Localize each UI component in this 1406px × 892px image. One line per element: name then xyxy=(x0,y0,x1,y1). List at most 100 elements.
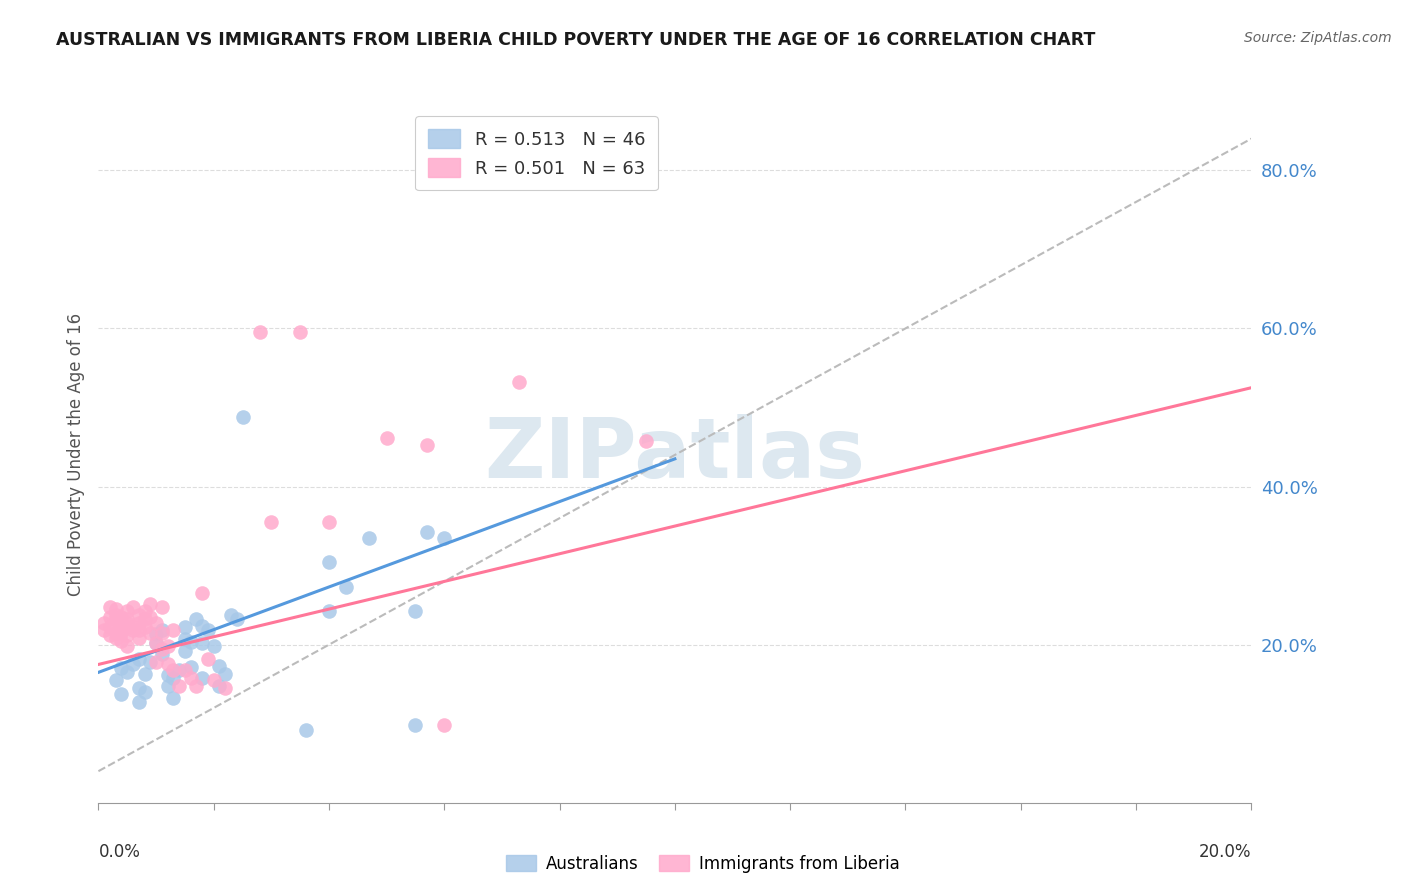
Point xyxy=(359,531,381,545)
Point xyxy=(318,604,340,618)
Point xyxy=(93,624,115,638)
Point xyxy=(117,665,138,680)
Point xyxy=(128,632,150,646)
Point xyxy=(128,615,150,630)
Point xyxy=(134,612,156,626)
Point xyxy=(156,667,179,681)
Point xyxy=(162,663,184,677)
Point xyxy=(167,663,190,677)
Text: ZIPatlas: ZIPatlas xyxy=(485,415,865,495)
Point xyxy=(134,685,156,699)
Point xyxy=(98,610,121,624)
Point xyxy=(128,695,150,709)
Point xyxy=(128,652,150,666)
Point xyxy=(122,624,145,638)
Point xyxy=(231,409,254,424)
Point xyxy=(191,586,214,600)
Point xyxy=(134,620,156,634)
Point xyxy=(117,639,138,653)
Point xyxy=(104,607,127,622)
Point xyxy=(214,681,236,695)
Point xyxy=(202,673,225,688)
Point xyxy=(150,625,173,640)
Point xyxy=(186,611,208,625)
Point xyxy=(186,679,208,693)
Point xyxy=(508,375,530,389)
Point xyxy=(174,644,197,658)
Point xyxy=(104,625,127,640)
Point xyxy=(214,667,236,681)
Point xyxy=(110,625,132,640)
Point xyxy=(145,636,167,650)
Point xyxy=(180,671,202,685)
Point xyxy=(117,628,138,642)
Point xyxy=(219,607,242,622)
Point xyxy=(122,599,145,614)
Point xyxy=(145,627,167,641)
Text: AUSTRALIAN VS IMMIGRANTS FROM LIBERIA CHILD POVERTY UNDER THE AGE OF 16 CORRELAT: AUSTRALIAN VS IMMIGRANTS FROM LIBERIA CH… xyxy=(56,31,1095,49)
Point xyxy=(150,641,173,656)
Point xyxy=(174,663,197,677)
Point xyxy=(156,679,179,693)
Point xyxy=(174,632,197,647)
Point xyxy=(117,615,138,630)
Point xyxy=(208,659,231,673)
Point xyxy=(191,671,214,685)
Point xyxy=(93,615,115,630)
Point xyxy=(122,620,145,634)
Point xyxy=(416,438,439,452)
Point xyxy=(122,657,145,672)
Point xyxy=(162,690,184,705)
Point xyxy=(117,605,138,619)
Point xyxy=(117,620,138,634)
Point xyxy=(139,625,162,640)
Point xyxy=(104,602,127,616)
Point xyxy=(335,580,357,594)
Point xyxy=(318,515,340,529)
Point xyxy=(225,612,247,626)
Point xyxy=(145,636,167,650)
Point xyxy=(145,655,167,669)
Point xyxy=(134,667,156,681)
Point xyxy=(110,624,132,638)
Point xyxy=(162,624,184,638)
Point xyxy=(98,599,121,614)
Point xyxy=(156,657,179,672)
Point xyxy=(180,660,202,674)
Point xyxy=(191,636,214,650)
Point xyxy=(636,434,658,448)
Point xyxy=(162,671,184,685)
Point xyxy=(104,612,127,626)
Point xyxy=(405,604,427,618)
Point xyxy=(318,555,340,569)
Text: Source: ZipAtlas.com: Source: ZipAtlas.com xyxy=(1244,31,1392,45)
Point xyxy=(208,679,231,693)
Point xyxy=(295,723,318,737)
Point xyxy=(110,661,132,675)
Point xyxy=(98,628,121,642)
Point xyxy=(249,326,271,340)
Point xyxy=(110,687,132,701)
Point xyxy=(405,718,427,732)
Point xyxy=(104,632,127,646)
Point xyxy=(128,624,150,638)
Point xyxy=(150,647,173,661)
Point xyxy=(110,615,132,630)
Point xyxy=(128,681,150,695)
Point xyxy=(150,599,173,614)
Point xyxy=(150,624,173,638)
Point xyxy=(139,610,162,624)
Point xyxy=(433,718,456,732)
Point xyxy=(191,619,214,633)
Point xyxy=(180,635,202,649)
Y-axis label: Child Poverty Under the Age of 16: Child Poverty Under the Age of 16 xyxy=(66,313,84,597)
Point xyxy=(433,531,456,545)
Point xyxy=(134,605,156,619)
Point xyxy=(416,524,439,539)
Text: 20.0%: 20.0% xyxy=(1199,843,1251,861)
Point xyxy=(145,615,167,630)
Point xyxy=(375,430,398,444)
Point xyxy=(167,679,190,693)
Point xyxy=(128,607,150,622)
Point xyxy=(156,639,179,653)
